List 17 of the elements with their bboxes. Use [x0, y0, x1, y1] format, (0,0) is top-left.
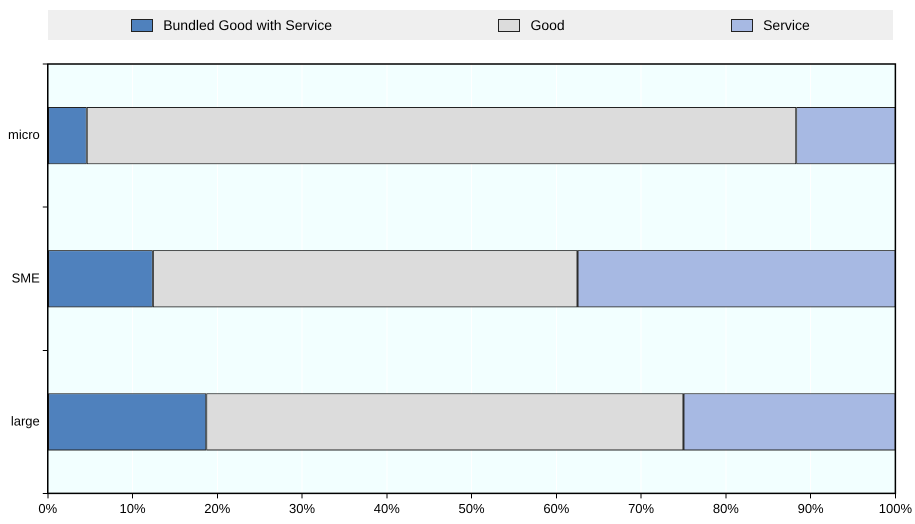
x-tick-label: 0% — [38, 500, 58, 516]
x-tick-label: 10% — [120, 500, 146, 516]
x-tick-label: 40% — [374, 500, 400, 516]
x-tick-label: 90% — [798, 500, 824, 516]
x-tick-label: 20% — [204, 500, 231, 516]
x-tick-label: 70% — [628, 500, 655, 516]
y-tick-label: micro — [8, 127, 40, 142]
legend-label: Service — [763, 17, 810, 33]
x-tick-label: 100% — [878, 500, 912, 516]
x-tick-label: 80% — [712, 500, 740, 516]
x-tick-label: 50% — [458, 500, 486, 516]
legend-label: Bundled Good with Service — [163, 17, 332, 33]
y-tick-label: large — [10, 413, 40, 428]
y-tick-label: SME — [12, 270, 40, 286]
x-tick-label: 30% — [289, 500, 316, 516]
legend-label: Good — [530, 17, 565, 33]
x-tick-label: 60% — [543, 500, 570, 516]
